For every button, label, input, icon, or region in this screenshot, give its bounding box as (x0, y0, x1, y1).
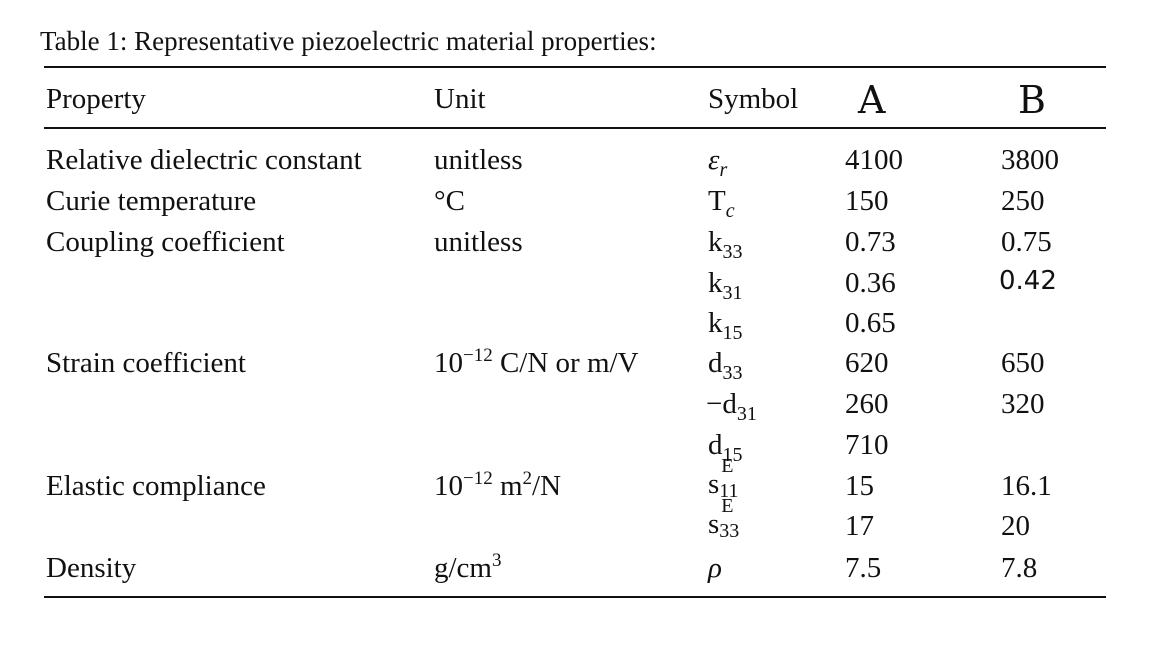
value-a: 15 (845, 470, 874, 502)
value-a: 0.73 (845, 226, 896, 258)
symbol-subscript: 11 (719, 480, 739, 502)
unit-base: 10 (434, 347, 463, 379)
symbol-subscript: 15 (722, 322, 743, 344)
symbol-cell: s E 33 (708, 496, 741, 542)
symbol-subscript: 31 (736, 403, 757, 425)
header-rule (44, 127, 1106, 129)
value-a: 620 (845, 347, 889, 379)
value-a: 0.36 (845, 267, 896, 299)
property-cell: Elastic compliance (46, 470, 266, 502)
symbol-subscript: 33 (722, 241, 743, 263)
unit-rest: /N (532, 470, 562, 502)
value-b: 650 (1001, 347, 1045, 379)
table-caption: Table 1: Representative piezoelectric ma… (40, 26, 657, 56)
value-b: 20 (1001, 510, 1030, 542)
symbol-cell: Tc (708, 184, 735, 222)
value-a: 710 (845, 429, 889, 461)
value-b: 16.1 (1001, 470, 1052, 502)
symbol-superscript: E (721, 495, 734, 517)
symbol-base: s (708, 468, 720, 500)
property-cell: Relative dielectric constant (46, 144, 362, 176)
property-cell: Curie temperature (46, 185, 257, 217)
header-property: Property (46, 83, 146, 115)
header-b: B (1018, 78, 1046, 122)
header-a: A (858, 78, 886, 122)
unit-cell: unitless (434, 144, 523, 176)
symbol-script-stack: E 33 (719, 496, 741, 542)
bottom-rule (44, 596, 1106, 598)
symbol-subscript: c (725, 200, 735, 222)
unit-superscript: −12 (463, 468, 493, 489)
value-a: 17 (845, 510, 874, 542)
symbol-base: s (708, 508, 720, 540)
unit-base: g/cm (434, 552, 492, 584)
unit-cell: 10−12 C/N or m/V (434, 345, 639, 384)
unit-cell: unitless (434, 226, 523, 258)
unit-superscript-2: 2 (522, 468, 533, 489)
symbol-subscript: 33 (722, 362, 743, 384)
property-cell: Coupling coefficient (46, 226, 285, 258)
symbol-subscript: 31 (722, 282, 743, 304)
value-b: 250 (1001, 185, 1045, 217)
property-cell: Strain coefficient (46, 347, 246, 379)
header-symbol: Symbol (708, 83, 799, 115)
symbol-base: −d (706, 388, 737, 420)
symbol-cell: s E 11 (708, 456, 741, 502)
symbol-base: k (708, 226, 723, 258)
symbol-cell: k15 (708, 306, 743, 344)
symbol-base: T (708, 185, 726, 217)
symbol-cell: d15 (708, 428, 743, 466)
symbol-base: ρ (708, 552, 722, 584)
unit-rest: C/N or m/V (492, 347, 639, 379)
unit-cell: g/cm3 (434, 550, 502, 589)
symbol-subscript: 15 (722, 444, 743, 466)
value-a: 150 (845, 185, 889, 217)
value-a: 260 (845, 388, 889, 420)
unit-mid: m (492, 470, 523, 502)
symbol-subscript: r (719, 159, 728, 181)
symbol-base: d (708, 347, 723, 379)
value-a: 0.65 (845, 307, 896, 339)
value-b: 0.42 (999, 266, 1057, 296)
symbol-base: k (708, 267, 723, 299)
value-b: 320 (1001, 388, 1045, 420)
header-unit: Unit (434, 83, 486, 115)
symbol-base: d (708, 429, 723, 461)
value-a: 4100 (845, 144, 903, 176)
unit-superscript: 3 (492, 550, 502, 571)
unit-superscript: −12 (463, 345, 493, 366)
unit-cell: °C (434, 185, 465, 217)
symbol-cell: k31 (708, 266, 743, 304)
property-cell: Density (46, 552, 137, 584)
symbol-cell: k33 (708, 225, 743, 263)
unit-cell: 10−12 m2/N (434, 468, 562, 507)
symbol-script-stack: E 11 (719, 456, 741, 502)
value-b: 7.8 (1001, 552, 1038, 584)
value-b: 3800 (1001, 144, 1059, 176)
unit-base: 10 (434, 470, 463, 502)
symbol-superscript: E (721, 455, 734, 477)
symbol-cell: d33 (708, 346, 743, 384)
symbol-cell: −d31 (706, 387, 757, 425)
symbol-cell: ρ (708, 551, 722, 585)
symbol-base: k (708, 307, 723, 339)
top-rule (44, 66, 1106, 68)
value-a: 7.5 (845, 552, 882, 584)
symbol-base: ε (708, 144, 720, 176)
symbol-subscript: 33 (719, 520, 740, 542)
symbol-cell: εr (708, 143, 728, 181)
value-b: 0.75 (1001, 226, 1052, 258)
